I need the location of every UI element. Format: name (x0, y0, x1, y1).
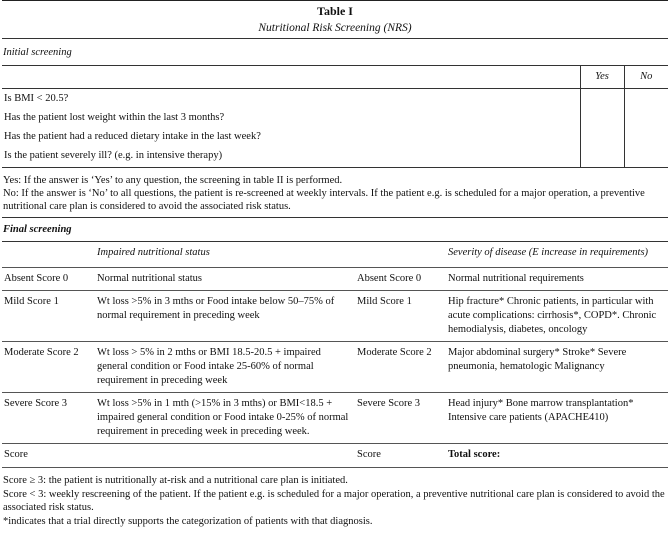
no-cell (623, 108, 668, 127)
initial-table: Yes No Is BMI < 20.5? Has the patient los… (2, 66, 668, 168)
no-cell (623, 127, 668, 146)
note: *indicates that a trial directly support… (3, 515, 373, 527)
no-cell (623, 146, 668, 168)
total-label: Total score: (446, 443, 668, 468)
score-row: Mild Score 1 Wt loss >5% in 3 mths or Foo… (2, 290, 668, 342)
no-header: No (623, 66, 668, 89)
column-header-row: Impaired nutritional status Severity of … (2, 242, 668, 268)
score-row: Absent Score 0 Normal nutritional status A… (2, 267, 668, 291)
criteria: Major abdominal surgery* Stroke* Severe … (446, 341, 668, 393)
column-header: Severity of disease (E increase in requi… (446, 242, 668, 268)
rule (2, 217, 668, 218)
notes: Yes: If the answer is ‘Yes’ to any quest… (2, 168, 668, 217)
notes: Score ≥ 3: the patient is nutritionally … (2, 468, 668, 528)
yes-cell (579, 127, 624, 146)
yes-cell (579, 108, 624, 127)
note: Score ≥ 3: the patient is nutritionally … (3, 475, 348, 486)
question: Is BMI < 20.5? (4, 93, 69, 104)
criteria: Hip fracture* Chronic patients, in parti… (446, 290, 668, 342)
final-table: Impaired nutritional status Severity of … (2, 242, 668, 468)
score-row: Moderate Score 2 Wt loss > 5% in 2 mths o… (2, 341, 668, 393)
question-row: Has the patient lost weight within the l… (2, 108, 668, 127)
question: Is the patient severely ill? (e.g. in in… (2, 146, 580, 168)
yes-cell (579, 88, 624, 108)
cell (2, 66, 580, 89)
question-row: Is the patient severely ill? (e.g. in in… (2, 146, 668, 168)
total-row: Score Score Total score: (2, 443, 668, 468)
score-label: Moderate Score 2 (355, 341, 446, 393)
initial-body: Yes No Is BMI < 20.5? Has the patient los… (2, 66, 668, 168)
rule (2, 241, 668, 242)
no-cell (623, 88, 668, 108)
section-title: Final screening (3, 224, 72, 235)
cell (95, 443, 355, 468)
header-row: Yes No (2, 66, 668, 89)
score-label: Mild Score 1 (355, 290, 446, 342)
criteria: Normal nutritional status (95, 267, 355, 291)
score-label: Moderate Score 2 (2, 341, 95, 393)
question: Has the patient lost weight within the l… (4, 112, 225, 123)
note: Yes: If the answer is ‘Yes’ to any quest… (3, 175, 343, 186)
score-label: Score (355, 443, 446, 468)
score-label: Absent Score 0 (355, 267, 446, 291)
score-label: Severe Score 3 (355, 392, 446, 444)
yes-header: Yes (579, 66, 624, 89)
rule (2, 65, 668, 66)
rule (2, 38, 668, 39)
table-subtitle: Nutritional Risk Screening (NRS) (258, 22, 412, 34)
table-title: Table I (317, 4, 353, 18)
section-title: Initial screening (3, 47, 72, 58)
criteria: Wt loss >5% in 3 mths or Food intake bel… (95, 290, 355, 342)
score-label: Absent Score 0 (2, 267, 95, 291)
note: Score < 3: weekly rescreening of the pat… (3, 488, 665, 514)
criteria: Normal nutritional requirements (446, 267, 668, 291)
note: No: If the answer is ‘No’ to all questio… (3, 188, 645, 212)
score-label: Score (2, 443, 95, 468)
score-label: Mild Score 1 (2, 290, 95, 342)
score-row: Severe Score 3 Wt loss >5% in 1 mth (>15%… (2, 392, 668, 444)
question-row: Has the patient had a reduced dietary in… (2, 127, 668, 146)
question-row: Is BMI < 20.5? (2, 88, 668, 108)
final-body: Impaired nutritional status Severity of … (2, 242, 668, 468)
criteria: Wt loss > 5% in 2 mths or BMI 18.5-20.5 … (95, 341, 355, 393)
yes-cell (579, 146, 624, 168)
criteria: Head injury* Bone marrow transplantation… (446, 392, 668, 444)
question: Has the patient had a reduced dietary in… (4, 131, 261, 142)
cell (355, 242, 446, 268)
cell (2, 242, 95, 268)
score-label: Severe Score 3 (2, 392, 95, 444)
column-header: Impaired nutritional status (95, 242, 355, 268)
top-rule (2, 0, 668, 1)
criteria: Wt loss >5% in 1 mth (>15% in 3 mths) or… (95, 392, 355, 444)
